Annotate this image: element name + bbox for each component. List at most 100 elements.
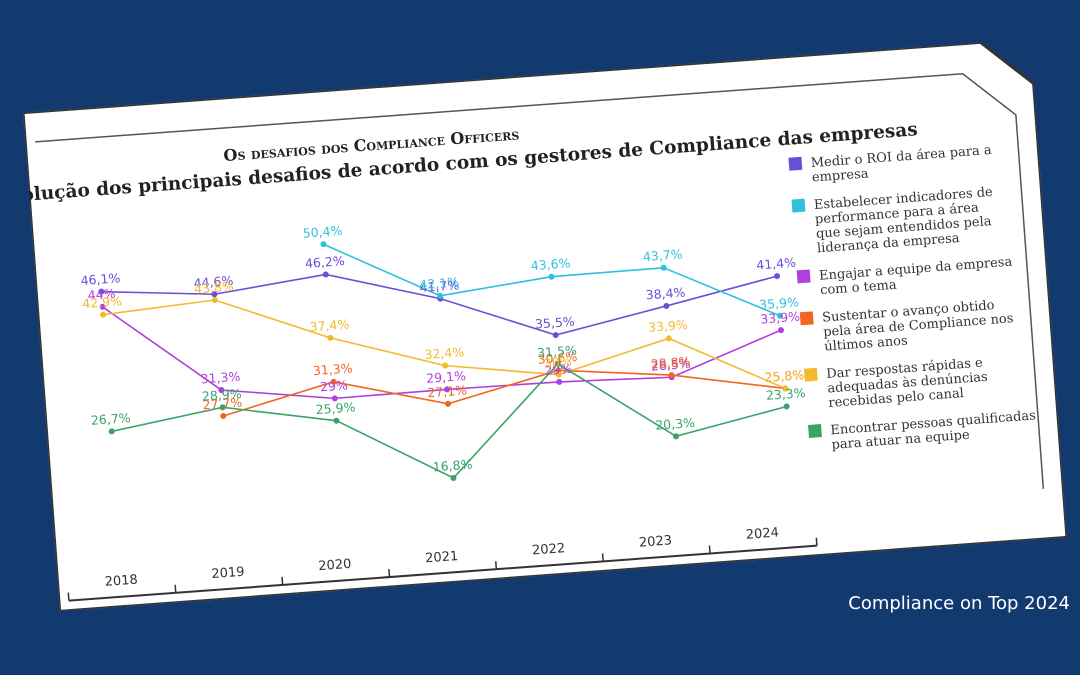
data-label-dar-respostas-rapidas-e-adeq-2019: 43,8% xyxy=(194,279,235,297)
data-point-medir-o-roi-da-area-para-a-e-2022 xyxy=(552,332,559,339)
x-axis-tick xyxy=(601,553,604,562)
data-label-medir-o-roi-da-area-para-a-e-2024: 41,4% xyxy=(756,255,797,273)
data-label-estabelecer-indicadores-de-p-2023: 43,7% xyxy=(642,246,683,264)
data-point-estabelecer-indicadores-de-p-2021 xyxy=(437,292,444,299)
x-tick-label-2022: 2022 xyxy=(532,541,566,558)
data-label-medir-o-roi-da-area-para-a-e-2023: 38,4% xyxy=(645,285,686,303)
data-label-encontrar-pessoas-qualificad-2019: 28,9% xyxy=(201,386,242,404)
data-label-medir-o-roi-da-area-para-a-e-2021: 41,7% xyxy=(419,277,460,295)
data-point-encontrar-pessoas-qualificad-2020 xyxy=(333,417,340,424)
data-point-dar-respostas-rapidas-e-adeq-2022 xyxy=(555,371,562,378)
data-point-engajar-a-equipe-da-empresa--2019 xyxy=(218,387,225,394)
data-label-estabelecer-indicadores-de-p-2022: 43,6% xyxy=(530,255,571,273)
data-labels: 46,1% 44,6% 46,2% 41,7% 35,5% 38,4% 41,4% 50,4%… xyxy=(80,223,806,475)
legend-swatch-sustentar-o-avanco-obtido-pe xyxy=(799,311,814,326)
data-label-encontrar-pessoas-qualificad-2020: 25,9% xyxy=(315,399,356,417)
data-point-dar-respostas-rapidas-e-adeq-2024 xyxy=(782,385,789,392)
x-tick-label-2020: 2020 xyxy=(318,557,352,574)
data-label-medir-o-roi-da-area-para-a-e-2019: 44,6% xyxy=(193,273,234,291)
data-label-sustentar-o-avanco-obtido-pe-2021: 27,1% xyxy=(427,382,468,400)
data-point-estabelecer-indicadores-de-p-2023 xyxy=(660,264,667,271)
x-tick-label-2018: 2018 xyxy=(104,573,138,590)
x-tick-label-2021: 2021 xyxy=(425,549,459,566)
data-label-medir-o-roi-da-area-para-a-e-2022: 35,5% xyxy=(534,314,575,332)
data-label-engajar-a-equipe-da-empresa--2023: 28,5% xyxy=(650,356,691,374)
card-inner-border xyxy=(35,72,1045,489)
data-point-estabelecer-indicadores-de-p-2022 xyxy=(548,273,555,280)
data-label-dar-respostas-rapidas-e-adeq-2020: 37,4% xyxy=(309,316,350,334)
legend-swatch-dar-respostas-rapidas-e-adeq xyxy=(803,367,818,382)
data-point-engajar-a-equipe-da-empresa--2021 xyxy=(443,386,450,393)
x-axis-tick xyxy=(67,592,70,601)
line-chart: Os desafios dos Compliance Officers A ev… xyxy=(23,40,1067,612)
data-point-encontrar-pessoas-qualificad-2022 xyxy=(554,360,561,367)
data-point-medir-o-roi-da-area-para-a-e-2020 xyxy=(322,271,329,278)
data-label-engajar-a-equipe-da-empresa--2019: 31,3% xyxy=(200,369,241,387)
data-label-estabelecer-indicadores-de-p-2020: 50,4% xyxy=(302,223,343,241)
legend-swatch-medir-o-roi-da-area-para-a-e xyxy=(788,156,803,171)
legend-swatch-encontrar-pessoas-qualificad xyxy=(808,424,822,438)
data-point-dar-respostas-rapidas-e-adeq-2019 xyxy=(211,297,218,304)
data-point-encontrar-pessoas-qualificad-2024 xyxy=(783,403,790,410)
data-label-dar-respostas-rapidas-e-adeq-2022: 30% xyxy=(543,354,572,371)
data-label-encontrar-pessoas-qualificad-2024: 23,3% xyxy=(765,385,806,403)
data-label-medir-o-roi-da-area-para-a-e-2018: 46,1% xyxy=(80,270,121,288)
data-label-encontrar-pessoas-qualificad-2023: 20,3% xyxy=(655,415,696,433)
data-label-estabelecer-indicadores-de-p-2024: 35,9% xyxy=(759,294,800,312)
data-point-encontrar-pessoas-qualificad-2023 xyxy=(673,433,680,440)
credit-text: Compliance on Top 2024 xyxy=(848,593,1070,614)
data-point-sustentar-o-avanco-obtido-pe-2019 xyxy=(220,412,227,419)
data-point-medir-o-roi-da-area-para-a-e-2023 xyxy=(663,302,670,309)
x-axis: 2018 2019 2020 2021 2022 2023 2024 xyxy=(67,525,818,602)
data-point-engajar-a-equipe-da-empresa--2020 xyxy=(331,395,338,402)
data-point-sustentar-o-avanco-obtido-pe-2020 xyxy=(330,378,337,385)
data-point-estabelecer-indicadores-de-p-2020 xyxy=(320,241,327,248)
x-tick-label-2019: 2019 xyxy=(211,565,245,582)
data-label-sustentar-o-avanco-obtido-pe-2022: 30,6% xyxy=(537,349,578,367)
data-label-engajar-a-equipe-da-empresa--2018: 44% xyxy=(87,286,116,303)
legend-swatch-engajar-a-equipe-da-empresa- xyxy=(796,269,811,284)
series-group xyxy=(98,241,790,482)
data-point-sustentar-o-avanco-obtido-pe-2023 xyxy=(668,372,675,379)
x-tick-label-2024: 2024 xyxy=(745,525,779,542)
x-axis-tick xyxy=(281,576,284,585)
data-label-sustentar-o-avanco-obtido-pe-2020: 31,3% xyxy=(312,360,353,378)
data-point-engajar-a-equipe-da-empresa--2018 xyxy=(99,303,106,310)
data-point-sustentar-o-avanco-obtido-pe-2021 xyxy=(445,400,452,407)
data-label-sustentar-o-avanco-obtido-pe-2024: 25,8% xyxy=(764,367,805,385)
data-point-medir-o-roi-da-area-para-a-e-2024 xyxy=(774,273,781,280)
data-point-encontrar-pessoas-qualificad-2018 xyxy=(108,428,115,435)
data-label-medir-o-roi-da-area-para-a-e-2020: 46,2% xyxy=(304,253,345,271)
data-point-engajar-a-equipe-da-empresa--2022 xyxy=(556,378,563,385)
data-label-dar-respostas-rapidas-e-adeq-2018: 42,9% xyxy=(82,293,123,311)
data-point-dar-respostas-rapidas-e-adeq-2021 xyxy=(442,362,449,369)
data-label-sustentar-o-avanco-obtido-pe-2023: 28,8% xyxy=(650,354,691,372)
data-label-engajar-a-equipe-da-empresa--2020: 29% xyxy=(319,377,348,394)
data-label-engajar-a-equipe-da-empresa--2022: 29% xyxy=(544,361,573,378)
data-label-encontrar-pessoas-qualificad-2021: 16,8% xyxy=(432,457,473,475)
data-label-dar-respostas-rapidas-e-adeq-2021: 32,4% xyxy=(424,344,465,362)
data-label-sustentar-o-avanco-obtido-pe-2019: 27,7% xyxy=(202,395,243,413)
chart-card: Os desafios dos Compliance Officers A ev… xyxy=(23,39,1067,612)
x-axis-tick xyxy=(494,561,498,570)
card-background xyxy=(23,40,1067,612)
x-axis-tick xyxy=(708,545,711,554)
x-axis-tick xyxy=(815,537,818,546)
data-point-encontrar-pessoas-qualificad-2021 xyxy=(450,475,457,482)
data-label-estabelecer-indicadores-de-p-2021: 42,1% xyxy=(419,274,460,292)
data-point-medir-o-roi-da-area-para-a-e-2019 xyxy=(211,291,218,298)
data-label-dar-respostas-rapidas-e-adeq-2024: 25,8% xyxy=(764,367,805,385)
data-label-engajar-a-equipe-da-empresa--2024: 33,9% xyxy=(760,309,801,327)
data-point-dar-respostas-rapidas-e-adeq-2018 xyxy=(100,311,107,318)
data-label-encontrar-pessoas-qualificad-2018: 26,7% xyxy=(90,410,131,428)
data-label-engajar-a-equipe-da-empresa--2021: 29,1% xyxy=(426,368,467,386)
data-point-medir-o-roi-da-area-para-a-e-2018 xyxy=(98,288,105,295)
data-point-engajar-a-equipe-da-empresa--2024 xyxy=(778,327,785,334)
data-label-encontrar-pessoas-qualificad-2022: 31,5% xyxy=(537,342,578,360)
x-tick-label-2023: 2023 xyxy=(638,533,672,550)
x-axis-line xyxy=(68,544,817,602)
data-point-dar-respostas-rapidas-e-adeq-2023 xyxy=(665,335,672,342)
data-label-dar-respostas-rapidas-e-adeq-2023: 33,9% xyxy=(648,317,689,335)
data-point-encontrar-pessoas-qualificad-2019 xyxy=(219,404,226,411)
data-point-dar-respostas-rapidas-e-adeq-2020 xyxy=(327,334,334,341)
